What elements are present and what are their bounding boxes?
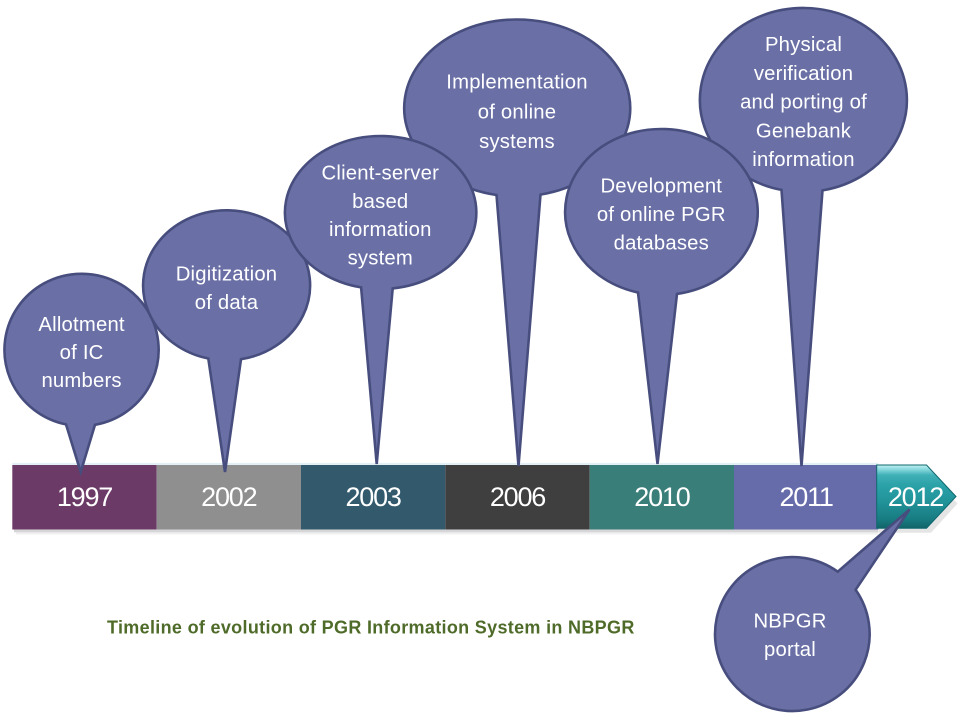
svg-text:2002: 2002 [201, 482, 256, 512]
svg-text:databases: databases [614, 232, 709, 254]
svg-text:Digitization: Digitization [176, 264, 278, 286]
svg-text:Physical: Physical [765, 34, 842, 56]
svg-text:2010: 2010 [634, 482, 689, 512]
svg-text:Genebank: Genebank [756, 120, 852, 142]
svg-text:NBPGR: NBPGR [753, 611, 826, 633]
svg-text:Development: Development [600, 176, 722, 198]
svg-text:2011: 2011 [779, 482, 832, 512]
svg-text:system: system [348, 248, 413, 270]
svg-text:Client-server: Client-server [322, 163, 440, 185]
svg-text:2006: 2006 [490, 482, 545, 512]
svg-text:portal: portal [764, 639, 816, 661]
svg-text:and porting of: and porting of [740, 92, 867, 114]
svg-text:systems: systems [479, 131, 555, 153]
svg-text:Timeline of evolution of PGR I: Timeline of evolution of PGR Information… [107, 618, 635, 638]
svg-text:information: information [752, 149, 855, 171]
svg-text:of data: of data [195, 292, 259, 314]
svg-text:Allotment: Allotment [38, 314, 125, 336]
svg-text:2003: 2003 [345, 482, 400, 512]
svg-text:Implementation: Implementation [446, 72, 587, 94]
svg-text:1997: 1997 [57, 482, 112, 512]
svg-text:of online PGR: of online PGR [597, 204, 726, 226]
svg-text:numbers: numbers [41, 370, 121, 392]
svg-text:of online: of online [478, 101, 556, 123]
svg-text:of IC: of IC [60, 342, 104, 364]
svg-text:2012: 2012 [888, 482, 943, 512]
svg-text:verification: verification [754, 63, 853, 85]
svg-text:information: information [329, 219, 432, 241]
svg-text:based: based [352, 191, 408, 213]
